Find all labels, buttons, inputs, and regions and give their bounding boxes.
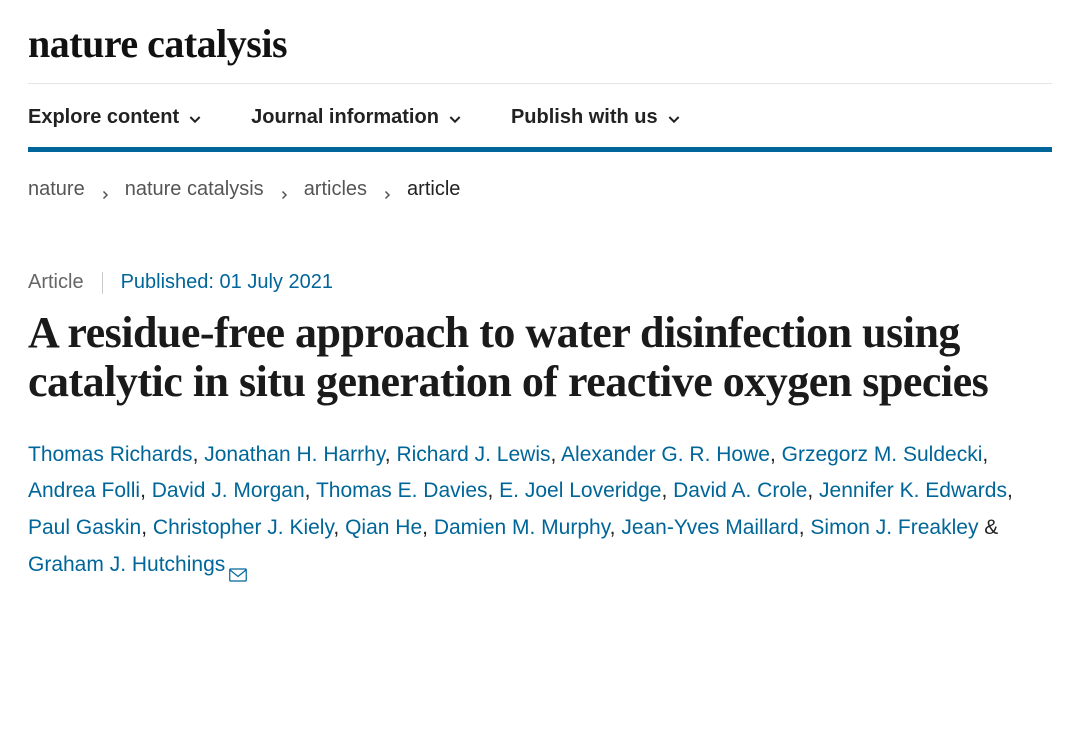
author-ampersand: & xyxy=(978,516,998,539)
author-link[interactable]: Richard J. Lewis xyxy=(396,443,550,466)
chevron-right-icon xyxy=(278,184,290,196)
author-separator: , xyxy=(610,516,622,539)
article-title: A residue-free approach to water disinfe… xyxy=(28,308,1052,407)
journal-logo[interactable]: nature catalysis xyxy=(28,20,1052,83)
article-published-date: Published: 01 July 2021 xyxy=(121,271,333,294)
author-separator: , xyxy=(305,479,316,502)
author-separator: , xyxy=(807,479,819,502)
author-link[interactable]: Jonathan H. Harrhy xyxy=(204,443,385,466)
author-link[interactable]: Qian He xyxy=(345,516,422,539)
nav-item-label: Explore content xyxy=(28,106,179,129)
nav-accent-bar xyxy=(28,147,1052,152)
author-separator: , xyxy=(488,479,500,502)
breadcrumb-item[interactable]: nature catalysis xyxy=(125,178,264,201)
nav-item-journal-information[interactable]: Journal information xyxy=(251,106,463,129)
author-link[interactable]: Andrea Folli xyxy=(28,479,140,502)
article-type: Article xyxy=(28,271,84,294)
author-separator: , xyxy=(141,516,153,539)
breadcrumb-item[interactable]: articles xyxy=(304,178,367,201)
author-separator: , xyxy=(1007,479,1013,502)
nav-item-label: Journal information xyxy=(251,106,439,129)
meta-separator xyxy=(102,272,103,294)
author-link[interactable]: Thomas Richards xyxy=(28,443,193,466)
chevron-right-icon xyxy=(381,184,393,196)
author-link[interactable]: Graham J. Hutchings xyxy=(28,553,225,576)
author-separator: , xyxy=(422,516,434,539)
chevron-down-icon xyxy=(187,110,203,126)
author-link[interactable]: Damien M. Murphy xyxy=(434,516,610,539)
author-link[interactable]: Grzegorz M. Suldecki xyxy=(782,443,983,466)
primary-nav: Explore content Journal information Publ… xyxy=(28,84,1052,147)
chevron-down-icon xyxy=(666,110,682,126)
author-link[interactable]: Paul Gaskin xyxy=(28,516,141,539)
author-link[interactable]: Simon J. Freakley xyxy=(810,516,978,539)
breadcrumb-item[interactable]: nature xyxy=(28,178,85,201)
author-link[interactable]: Jennifer K. Edwards xyxy=(819,479,1007,502)
chevron-down-icon xyxy=(447,110,463,126)
nav-item-explore-content[interactable]: Explore content xyxy=(28,106,203,129)
authors-list: Thomas Richards, Jonathan H. Harrhy, Ric… xyxy=(28,437,1052,584)
author-separator: , xyxy=(140,479,152,502)
author-link[interactable]: E. Joel Loveridge xyxy=(499,479,661,502)
author-link[interactable]: Jean-Yves Maillard xyxy=(621,516,798,539)
author-separator: , xyxy=(982,443,988,466)
chevron-right-icon xyxy=(99,184,111,196)
author-separator: , xyxy=(333,516,345,539)
nav-item-publish-with-us[interactable]: Publish with us xyxy=(511,106,682,129)
author-link[interactable]: Thomas E. Davies xyxy=(316,479,488,502)
author-separator: , xyxy=(385,443,397,466)
author-separator: , xyxy=(770,443,782,466)
author-separator: , xyxy=(551,443,562,466)
breadcrumb: nature nature catalysis articles article xyxy=(28,178,1052,201)
article-meta: Article Published: 01 July 2021 xyxy=(28,271,1052,294)
author-separator: , xyxy=(661,479,673,502)
author-separator: , xyxy=(799,516,811,539)
mail-icon[interactable] xyxy=(229,558,247,572)
author-link[interactable]: Christopher J. Kiely xyxy=(153,516,334,539)
author-link[interactable]: Alexander G. R. Howe xyxy=(561,443,770,466)
nav-item-label: Publish with us xyxy=(511,106,658,129)
author-link[interactable]: David A. Crole xyxy=(673,479,807,502)
breadcrumb-item-current: article xyxy=(407,178,460,201)
author-separator: , xyxy=(193,443,205,466)
author-link[interactable]: David J. Morgan xyxy=(152,479,305,502)
